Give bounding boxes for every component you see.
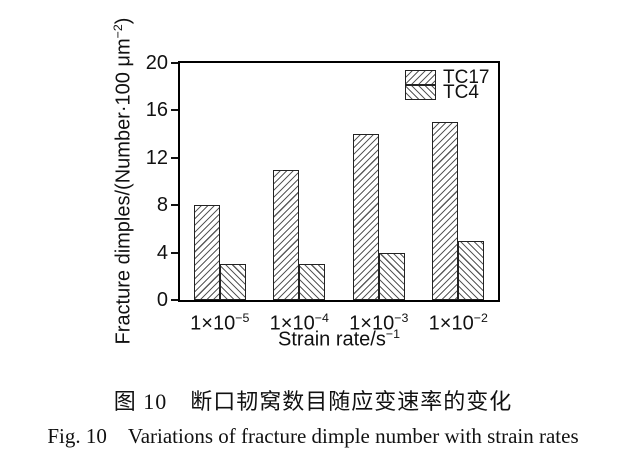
y-tick-label-0: 0 (156, 289, 168, 311)
legend-item-tc4: TC4 (405, 82, 489, 103)
bar-tc4-group-2 (299, 264, 326, 300)
y-tick-mark-0 (171, 299, 178, 301)
bar-tc17-group-4 (432, 122, 459, 300)
x-tick-label-group-4: 1×10−2 (413, 306, 503, 336)
x-tick-base: 1×10 (428, 312, 474, 335)
y-tick-mark-20 (171, 62, 178, 64)
legend-item-tc17: TC17 (405, 67, 490, 88)
figure-caption-english: Fig. 10 Variations of fracture dimple nu… (47, 424, 579, 448)
x-axis-title: Strain rate/s−1 (178, 327, 500, 352)
y-tick-label-12: 12 (145, 146, 168, 169)
x-tick-base: 1×10 (190, 312, 236, 335)
x-tick-label-group-3: 1×10−3 (334, 306, 424, 336)
bar-tc4-group-4 (458, 240, 485, 300)
y-tick-label-8: 8 (156, 194, 168, 217)
y-tick-mark-8 (171, 204, 178, 207)
bar-tc17-group-2 (273, 169, 300, 300)
x-tick-base: 1×10 (269, 312, 315, 335)
y-tick-mark-16 (171, 109, 178, 112)
x-tick-exponent: −4 (314, 311, 329, 325)
bar-tc17-group-3 (352, 134, 379, 300)
x-axis-title-text: Strain rate/s (278, 328, 386, 351)
y-tick-label-20: 20 (145, 52, 168, 74)
legend: TC17 TC4 (405, 67, 490, 103)
legend-swatch-tc4-hatch-icon (405, 85, 436, 100)
x-tick-label-group-2: 1×10−4 (254, 306, 344, 336)
x-tick-exponent: −2 (473, 311, 488, 325)
y-tick-label-4: 4 (156, 241, 168, 264)
legend-label-tc4: TC4 (443, 82, 479, 103)
y-tick-mark-12 (171, 156, 178, 159)
legend-label-tc17: TC17 (443, 67, 490, 88)
x-tick-label-group-1: 1×10−5 (175, 306, 265, 336)
plot-area: TC17 TC4 (178, 61, 500, 302)
bar-tc17-group-1 (193, 205, 220, 300)
x-tick-exponent: −5 (235, 311, 250, 325)
bar-tc4-group-3 (378, 252, 405, 300)
y-tick-label-16: 16 (145, 99, 168, 122)
bar-tc4-group-1 (219, 264, 246, 300)
y-axis-title-close: ) (112, 17, 135, 25)
y-tick-mark-4 (171, 251, 178, 254)
x-tick-base: 1×10 (349, 312, 395, 335)
figure-caption-chinese: 图 10 断口韧窝数目随应变速率的变化 (113, 389, 513, 414)
y-axis-title-exponent: −2 (111, 24, 125, 39)
x-axis-title-exponent: −1 (385, 327, 400, 341)
legend-swatch-tc17-hatch-icon (405, 70, 436, 85)
x-tick-exponent: −3 (394, 311, 409, 325)
